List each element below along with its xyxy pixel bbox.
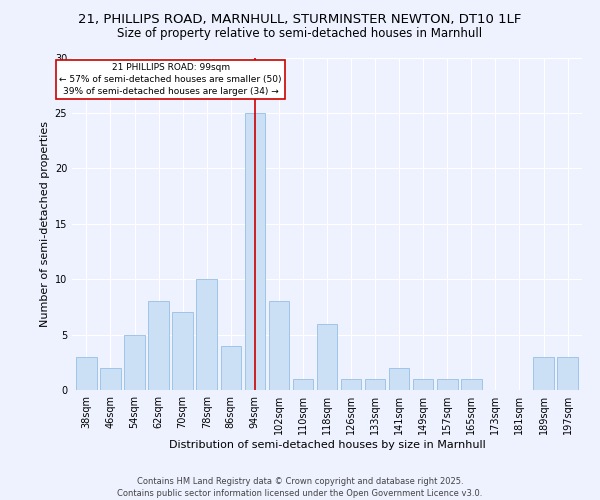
Bar — [124, 334, 145, 390]
Bar — [533, 357, 554, 390]
Bar — [172, 312, 193, 390]
Bar — [317, 324, 337, 390]
Y-axis label: Number of semi-detached properties: Number of semi-detached properties — [40, 120, 50, 327]
Bar — [221, 346, 241, 390]
Bar — [76, 357, 97, 390]
Bar — [557, 357, 578, 390]
Bar — [196, 279, 217, 390]
Bar — [461, 379, 482, 390]
Bar — [100, 368, 121, 390]
Bar — [245, 113, 265, 390]
Bar — [269, 302, 289, 390]
X-axis label: Distribution of semi-detached houses by size in Marnhull: Distribution of semi-detached houses by … — [169, 440, 485, 450]
Bar — [293, 379, 313, 390]
Bar — [437, 379, 458, 390]
Bar — [413, 379, 433, 390]
Bar — [148, 302, 169, 390]
Bar — [389, 368, 409, 390]
Bar — [365, 379, 385, 390]
Text: 21, PHILLIPS ROAD, MARNHULL, STURMINSTER NEWTON, DT10 1LF: 21, PHILLIPS ROAD, MARNHULL, STURMINSTER… — [79, 12, 521, 26]
Text: Contains HM Land Registry data © Crown copyright and database right 2025.
Contai: Contains HM Land Registry data © Crown c… — [118, 476, 482, 498]
Bar — [341, 379, 361, 390]
Text: Size of property relative to semi-detached houses in Marnhull: Size of property relative to semi-detach… — [118, 28, 482, 40]
Text: 21 PHILLIPS ROAD: 99sqm
← 57% of semi-detached houses are smaller (50)
39% of se: 21 PHILLIPS ROAD: 99sqm ← 57% of semi-de… — [59, 63, 282, 96]
